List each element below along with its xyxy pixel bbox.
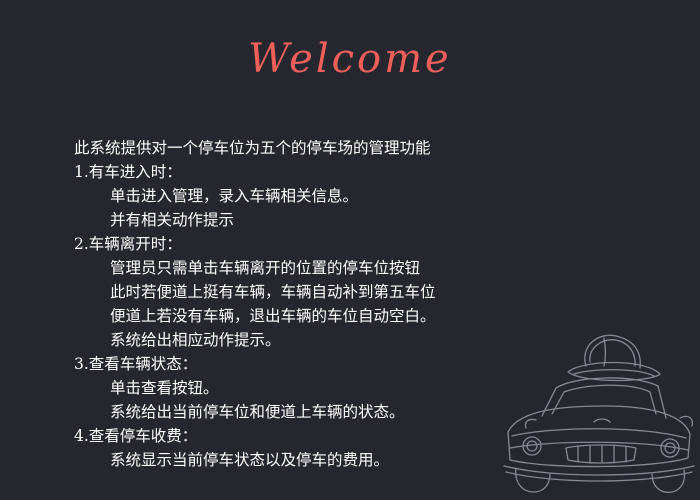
welcome-title: Welcome xyxy=(248,36,452,82)
car-sketch-icon xyxy=(503,334,695,493)
instructions: 此系统提供对一个停车位为五个的停车场的管理功能 1.有车进入时： 单击进入管理，… xyxy=(74,136,544,472)
section-line: 并有相关动作提示 xyxy=(110,211,235,229)
section-line: 系统显示当前停车状态以及停车的费用。 xyxy=(110,451,390,469)
section-heading: 3.查看车辆状态： xyxy=(74,355,198,373)
section-heading: 2.车辆离开时： xyxy=(74,235,182,253)
intro-text: 此系统提供对一个停车位为五个的停车场的管理功能 xyxy=(74,139,431,157)
section-line: 单击进入管理，录入车辆相关信息。 xyxy=(110,187,359,205)
section-line: 系统给出当前停车位和便道上车辆的状态。 xyxy=(110,403,405,421)
section-line: 便道上若没有车辆，退出车辆的车位自动空白。 xyxy=(110,307,436,325)
section-heading: 4.查看停车收费： xyxy=(74,427,198,445)
section-heading: 1.有车进入时： xyxy=(74,163,182,181)
section-line: 系统给出相应动作提示。 xyxy=(110,331,281,349)
section-line: 单击查看按钮。 xyxy=(110,379,219,397)
section-line: 此时若便道上挺有车辆，车辆自动补到第五车位 xyxy=(110,283,436,301)
section-line: 管理员只需单击车辆离开的位置的停车位按钮 xyxy=(110,259,421,277)
